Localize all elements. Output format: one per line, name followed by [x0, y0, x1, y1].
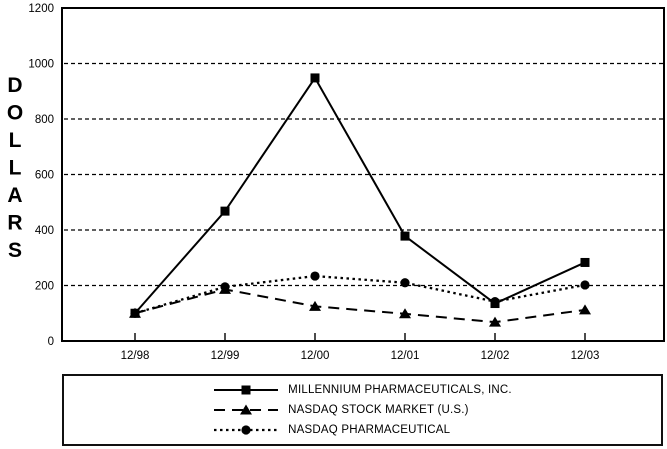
y-tick-label: 1000 [28, 59, 54, 71]
x-tick-label: 12/02 [481, 350, 510, 362]
x-tick-label: 12/99 [211, 350, 240, 362]
legend-rows: MILLENNIUM PHARMACEUTICALS, INC. NASDAQ S… [213, 382, 512, 438]
data-point-marker [579, 304, 591, 315]
y-tick-label: 600 [35, 170, 54, 182]
legend-item: MILLENNIUM PHARMACEUTICALS, INC. [213, 382, 512, 398]
series-line [134, 274, 586, 315]
data-point-marker [310, 73, 320, 83]
data-point-marker [130, 308, 140, 318]
x-tick-label: 12/01 [391, 350, 420, 362]
legend-line-sample [214, 425, 279, 435]
data-point-marker [400, 231, 410, 241]
legend-item-label: MILLENNIUM PHARMACEUTICALS, INC. [288, 384, 512, 396]
data-point-marker [400, 278, 410, 288]
y-tick-label: 0 [48, 336, 54, 348]
data-point-marker [399, 308, 411, 319]
legend-box: MILLENNIUM PHARMACEUTICALS, INC. NASDAQ S… [62, 374, 663, 446]
legend-line-sample [214, 385, 279, 395]
square-marker-icon [241, 385, 251, 395]
x-tick-label: 12/98 [121, 350, 150, 362]
data-point-marker [309, 300, 321, 311]
data-point-marker [580, 257, 590, 267]
legend-item-label: NASDAQ PHARMACEUTICAL [288, 424, 451, 436]
y-axis-title-letter: R [7, 212, 22, 235]
series-line [134, 288, 586, 324]
y-axis-title-letter: A [7, 184, 22, 207]
data-point-marker [310, 271, 320, 281]
data-point-marker [580, 280, 590, 290]
x-tick-label: 12/00 [301, 350, 330, 362]
legend-line-sample [214, 404, 279, 415]
y-tick-label: 200 [35, 281, 54, 293]
y-axis-title-letter: S [8, 239, 22, 262]
legend-item: NASDAQ STOCK MARKET (U.S.) [213, 402, 512, 418]
y-axis-title-letter: O [7, 102, 23, 125]
y-tick-label: 800 [35, 114, 54, 126]
y-axis-title-letter: L [9, 129, 22, 152]
plot-border [61, 7, 665, 342]
x-tick-label: 12/03 [571, 350, 600, 362]
circle-marker-icon [241, 425, 251, 435]
y-tick-label: 400 [35, 225, 54, 237]
y-axis-title-letter: L [9, 157, 22, 180]
data-point-marker [490, 299, 500, 309]
series-line [134, 76, 586, 314]
triangle-marker-icon [240, 404, 253, 415]
data-point-marker [489, 316, 501, 327]
y-axis-title-letter: D [7, 74, 22, 97]
legend-item: NASDAQ PHARMACEUTICAL [213, 422, 512, 438]
data-point-marker [220, 206, 230, 216]
legend-item-label: NASDAQ STOCK MARKET (U.S.) [288, 404, 469, 416]
data-point-marker [220, 282, 230, 292]
y-tick-label: 1200 [28, 3, 54, 15]
